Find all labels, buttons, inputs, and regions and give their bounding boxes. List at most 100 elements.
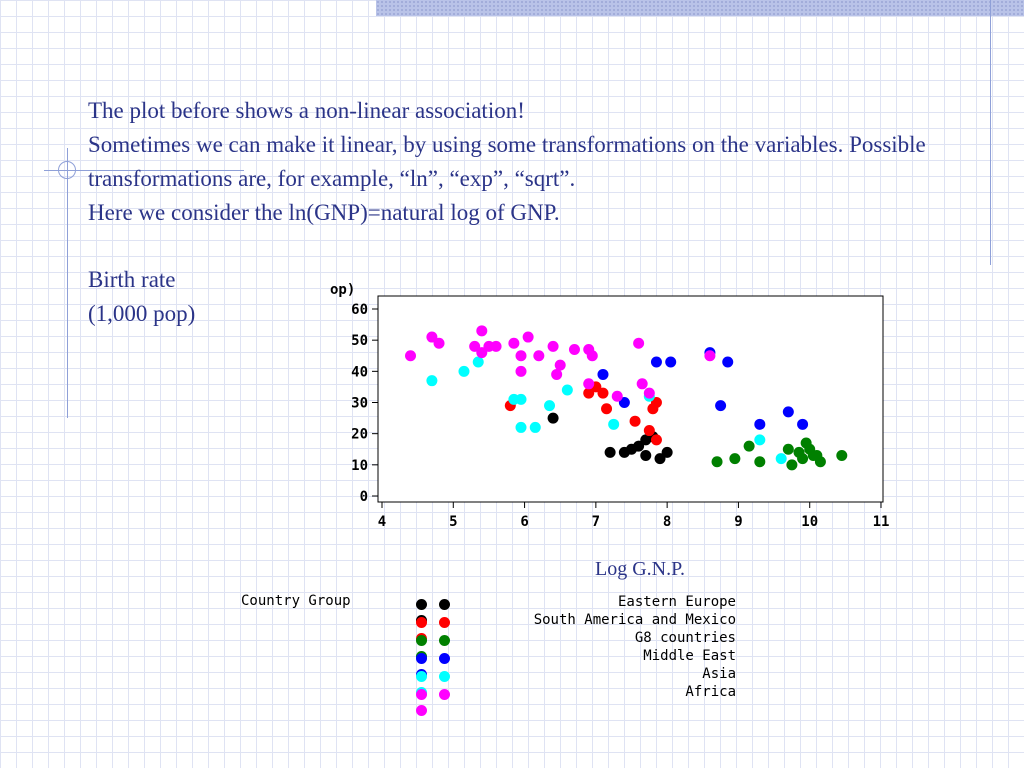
y-tick-label-60: 60 [351,302,368,318]
point-africa-21 [633,337,645,349]
paragraph-1: The plot before shows a non-linear assoc… [88,98,525,123]
point-middle-east-9 [797,418,809,430]
decor-vertical-line-left [67,148,68,418]
point-g8-countries-13 [797,453,809,465]
legend-label: Asia [702,666,736,682]
y-axis-label-line2: (1,000 pop) [88,301,196,326]
y-tick-label-40: 40 [351,364,368,380]
point-africa-0 [405,350,417,362]
legend-dot-icon [416,705,427,716]
point-south-america-and-mexico-6 [643,425,655,437]
legend-dot-icon [439,671,450,682]
point-africa-4 [476,325,488,337]
point-south-america-and-mexico-4 [601,403,613,415]
point-africa-8 [508,337,520,349]
point-eastern-europe-0 [547,412,559,424]
legend-item: Africa [240,684,740,716]
legend-dot-icon [439,689,450,700]
point-africa-24 [704,350,716,362]
legend-dot-icon [416,689,427,700]
legend-dot-icon [416,599,427,610]
plot-frame [377,295,884,503]
legend-dot-icon [439,599,450,610]
point-africa-2 [433,337,445,349]
point-africa-1 [426,331,438,343]
y-axis-label: Birth rate (1,000 pop) [88,263,288,331]
legend-dot-icon [439,653,450,664]
paragraph-2: Sometimes we can make it linear, by usin… [88,132,926,191]
legend-item: Eastern Europe [240,594,740,626]
point-eastern-europe-5 [640,449,652,461]
point-g8-countries-1 [729,453,741,465]
point-africa-7 [490,340,502,352]
decor-vertical-line-right [990,0,991,265]
scatter-plot: op) 0 10 20 30 40 50 60 4 5 6 7 8 9 10 11 [330,282,890,530]
decor-circle-icon [58,161,76,179]
point-middle-east-6 [722,356,734,368]
legend-dot-icon [439,617,450,628]
legend-dot-icon [416,671,427,682]
point-africa-19 [583,378,595,390]
legend-item: South America and Mexico [240,612,740,644]
y-axis-label-line1: Birth rate [88,267,176,292]
legend-item: Middle East [240,648,740,680]
point-g8-countries-5 [786,459,798,471]
legend-marker [416,670,476,698]
point-africa-23 [643,387,655,399]
point-asia-0 [426,375,438,387]
legend-dot-icon [416,617,427,628]
point-g8-countries-0 [711,456,723,468]
point-africa-12 [533,350,545,362]
top-decor-band [376,0,1024,16]
legend-marker [416,634,476,662]
legend-label: Eastern Europe [617,594,736,610]
point-eastern-europe-8 [661,446,673,458]
point-asia-2 [472,356,484,368]
point-africa-15 [554,359,566,371]
point-asia-5 [515,421,527,433]
x-tick-label-8: 8 [663,514,671,530]
y-tick-label-30: 30 [351,396,368,412]
legend-dot-icon [416,635,427,646]
point-africa-10 [515,365,527,377]
point-middle-east-3 [665,356,677,368]
point-asia-9 [608,418,620,430]
legend-label: South America and Mexico [533,612,736,628]
point-asia-11 [754,434,766,446]
point-g8-countries-2 [743,440,755,452]
x-tick-label-5: 5 [449,514,457,530]
point-middle-east-1 [618,397,630,408]
y-tick-label-20: 20 [351,427,368,443]
y-tick-label-10: 10 [351,458,368,474]
point-asia-8 [561,384,573,396]
point-asia-4 [515,393,527,405]
point-south-america-and-mexico-3 [597,387,609,399]
point-africa-18 [586,350,598,362]
point-middle-east-8 [782,406,794,418]
point-asia-12 [775,453,787,465]
point-africa-20 [611,390,623,402]
point-eastern-europe-1 [604,446,616,458]
slide-body-text: The plot before shows a non-linear assoc… [88,94,948,230]
decor-horizontal-line [44,170,244,171]
point-eastern-europe-7 [654,453,666,465]
point-south-america-and-mexico-9 [647,403,659,415]
point-asia-6 [529,421,541,433]
point-g8-countries-4 [782,443,794,455]
legend-dot-icon [439,635,450,646]
x-tick-label-4: 4 [378,514,386,530]
paragraph-3: Here we consider the ln(GNP)=natural log… [88,200,560,225]
point-g8-countries-11 [811,449,823,461]
legend-label: G8 countries [634,630,736,646]
point-middle-east-2 [650,356,662,368]
axis-unit-fragment: op) [330,282,355,298]
x-tick-label-6: 6 [520,514,528,530]
legend-marker [416,688,476,716]
legend-label: Africa [685,684,736,700]
legend: Country Group Eastern Europe South Americ… [240,592,740,716]
x-axis-label: Log G.N.P. [594,558,685,580]
legend-title: Country Group [241,593,351,609]
x-tick-label-11: 11 [873,514,890,530]
legend-dot-icon [416,653,427,664]
point-middle-east-5 [715,400,727,412]
